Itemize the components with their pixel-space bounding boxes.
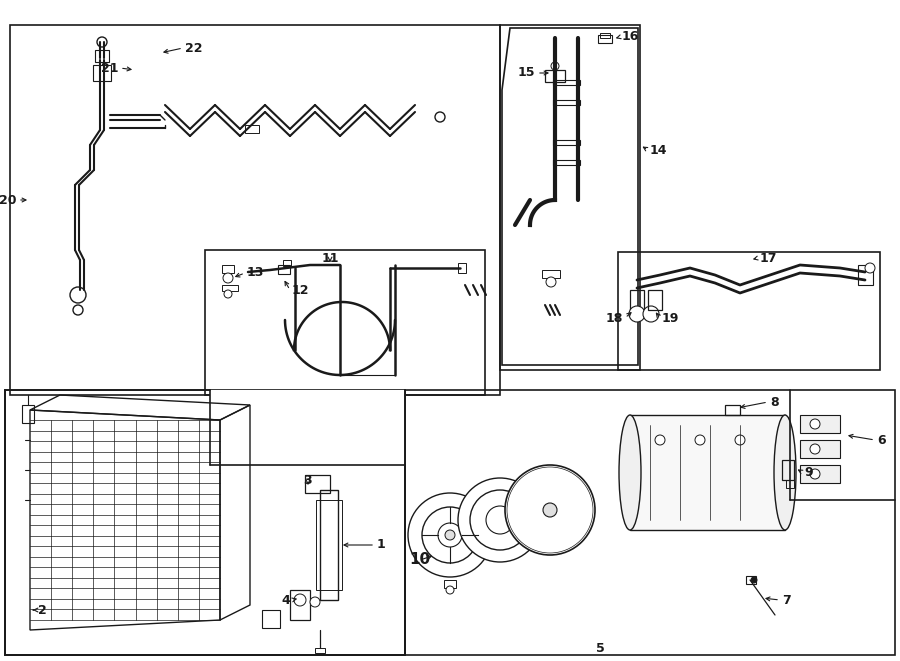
Circle shape [310, 597, 320, 607]
Circle shape [294, 594, 306, 606]
Text: 1: 1 [377, 539, 386, 551]
Bar [93, 65, 111, 81]
Text: 13: 13 [247, 266, 265, 280]
Bar [95, 50, 109, 62]
Circle shape [810, 469, 820, 479]
Text: 2: 2 [38, 603, 47, 617]
Text: 21: 21 [101, 61, 118, 75]
Circle shape [532, 492, 568, 528]
Text: 22: 22 [185, 42, 202, 54]
Circle shape [512, 472, 588, 548]
Circle shape [543, 503, 557, 517]
Bar [545, 70, 565, 82]
Text: 14: 14 [650, 143, 668, 157]
Circle shape [509, 513, 519, 523]
Bar [10, 25, 500, 395]
Circle shape [865, 263, 875, 273]
Circle shape [422, 507, 478, 563]
Circle shape [435, 112, 445, 122]
Bar [630, 415, 785, 530]
Bar [444, 580, 456, 588]
Circle shape [546, 277, 556, 287]
Bar [283, 260, 291, 266]
Circle shape [223, 273, 233, 283]
Text: 16: 16 [622, 30, 639, 44]
Circle shape [735, 435, 745, 445]
Text: 20: 20 [0, 194, 16, 206]
Bar [205, 250, 485, 395]
Bar [5, 390, 405, 655]
Bar [245, 125, 259, 133]
Bar [746, 576, 756, 584]
Circle shape [629, 306, 645, 322]
Circle shape [446, 586, 454, 594]
Bar [553, 160, 580, 165]
Circle shape [438, 523, 462, 547]
Bar [553, 80, 580, 85]
Bar [320, 490, 338, 600]
Ellipse shape [774, 415, 796, 530]
Circle shape [810, 419, 820, 429]
Bar [782, 460, 794, 480]
Bar [553, 100, 580, 105]
Text: 7: 7 [782, 594, 791, 607]
Circle shape [73, 305, 83, 315]
Ellipse shape [619, 415, 641, 530]
Bar [648, 290, 662, 310]
Circle shape [551, 62, 559, 70]
Circle shape [470, 490, 530, 550]
Circle shape [643, 306, 659, 322]
Bar [210, 390, 405, 465]
Bar [600, 33, 610, 38]
Text: 9: 9 [804, 465, 813, 479]
Text: 17: 17 [760, 251, 778, 264]
Bar [542, 270, 560, 278]
Text: 19: 19 [662, 311, 680, 325]
Circle shape [655, 435, 665, 445]
Circle shape [810, 444, 820, 454]
Text: 4: 4 [281, 594, 290, 607]
Circle shape [445, 530, 455, 540]
Bar [598, 35, 612, 43]
Bar [800, 415, 840, 433]
Text: 10: 10 [410, 553, 430, 568]
Bar [290, 590, 310, 620]
Bar [458, 263, 466, 273]
Circle shape [70, 287, 86, 303]
Circle shape [224, 290, 232, 298]
Text: 12: 12 [292, 284, 310, 297]
Text: 18: 18 [606, 311, 623, 325]
Bar [630, 290, 644, 310]
Text: 6: 6 [877, 434, 886, 446]
Bar [262, 610, 280, 628]
Text: 3: 3 [303, 473, 312, 486]
Bar [618, 252, 880, 370]
Bar [222, 285, 238, 291]
Circle shape [97, 37, 107, 47]
Circle shape [408, 493, 492, 577]
Circle shape [507, 467, 593, 553]
Circle shape [486, 506, 514, 534]
Bar [858, 265, 873, 285]
Circle shape [695, 435, 705, 445]
Bar [278, 265, 290, 274]
Bar [800, 465, 840, 483]
Bar [305, 475, 330, 493]
Circle shape [505, 465, 595, 555]
Circle shape [517, 477, 583, 543]
Circle shape [751, 577, 757, 583]
Text: 5: 5 [596, 641, 605, 654]
Bar [222, 265, 234, 273]
Text: 8: 8 [770, 395, 778, 408]
Text: 11: 11 [321, 251, 338, 264]
Bar [553, 140, 580, 145]
Bar [786, 480, 794, 488]
Bar [316, 500, 342, 590]
Text: 15: 15 [518, 67, 535, 79]
Circle shape [458, 478, 542, 562]
Bar [725, 405, 740, 415]
Bar [800, 440, 840, 458]
Bar [22, 405, 34, 423]
Bar [315, 648, 325, 653]
